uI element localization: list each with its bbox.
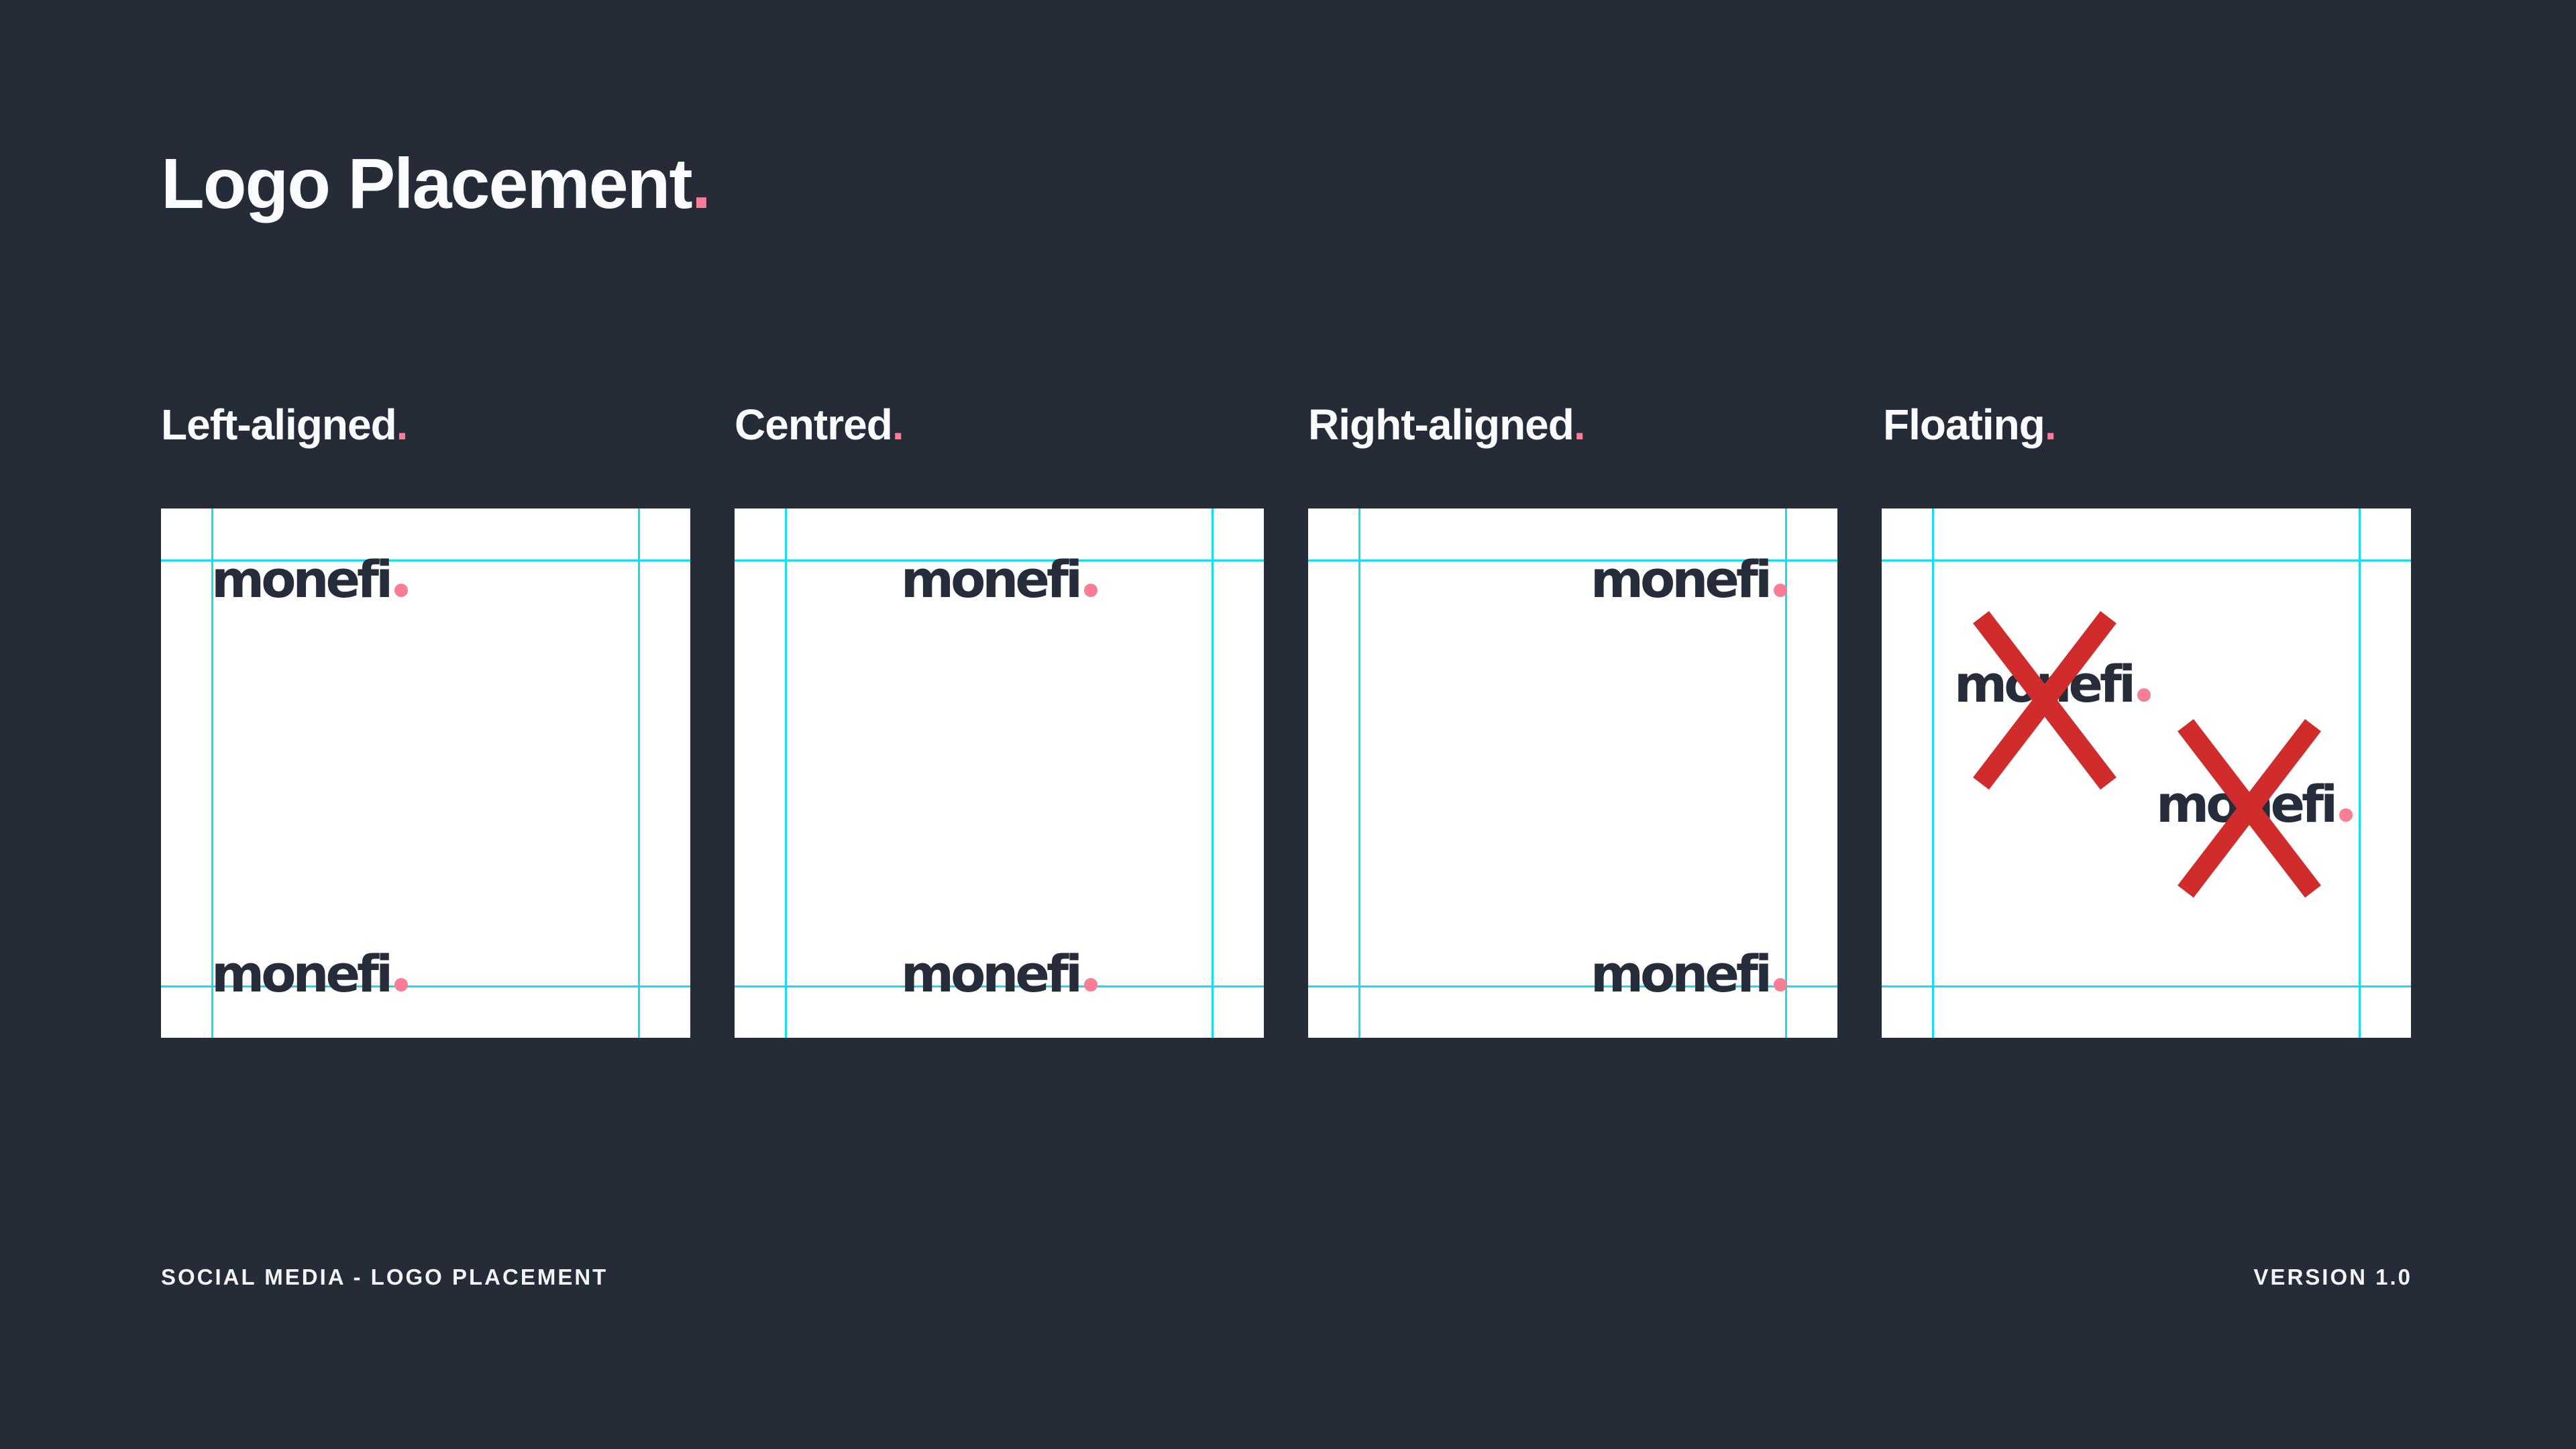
- label-right-aligned-text: Right-aligned: [1308, 400, 1574, 449]
- monefi-logo: monefi: [211, 554, 409, 605]
- label-centred-period: .: [892, 400, 904, 449]
- margin-guide-top: [161, 559, 690, 561]
- monefi-logo: monefi: [735, 949, 1264, 1000]
- page-title-period: .: [691, 144, 711, 223]
- monefi-logo-dot: [1084, 978, 1098, 991]
- monefi-logo-dot: [1774, 978, 1787, 991]
- margin-guide-bottom: [1882, 985, 2411, 987]
- page-title-text: Logo Placement: [161, 144, 693, 223]
- label-floating-period: .: [2044, 400, 2057, 449]
- monefi-logo-dot: [1774, 584, 1787, 597]
- monefi-logo-dot: [2339, 808, 2353, 822]
- margin-guide-top: [1308, 559, 1837, 561]
- label-left-aligned-text: Left-aligned: [161, 400, 397, 449]
- monefi-logo-dot: [394, 584, 409, 597]
- margin-guide-right: [2359, 508, 2361, 1038]
- monefi-logo: monefi: [1308, 949, 1787, 1000]
- red-cross-icon: [1973, 610, 2116, 790]
- margin-guide-bottom: [161, 985, 690, 987]
- label-right-aligned-period: .: [1573, 400, 1586, 449]
- margin-guide-top: [735, 559, 1264, 561]
- label-right-aligned: Right-aligned.: [1308, 400, 1586, 449]
- monefi-logo-text: monefi: [900, 944, 1083, 1004]
- margin-guide-bottom: [735, 985, 1264, 987]
- label-floating-text: Floating: [1883, 400, 2045, 449]
- margin-guide-left: [785, 508, 787, 1038]
- monefi-logo-text: monefi: [211, 944, 393, 1004]
- footer-version: VERSION 1.0: [2253, 1265, 2412, 1289]
- margin-guide-bottom: [1308, 985, 1837, 987]
- label-left-aligned: Left-aligned.: [161, 400, 409, 449]
- label-floating: Floating.: [1883, 400, 2057, 449]
- monefi-logo-dot: [2137, 688, 2151, 702]
- margin-guide-right: [638, 508, 640, 1038]
- label-centred-text: Centred: [735, 400, 893, 449]
- card-centred: monefi monefi: [735, 508, 1264, 1038]
- margin-guide-left: [1932, 508, 1934, 1038]
- card-floating: monefi monefi: [1882, 508, 2411, 1038]
- margin-guide-left: [1358, 508, 1360, 1038]
- example-cards-row: monefi monefi monefi monefi monefi monef…: [161, 508, 2411, 1038]
- margin-guide-left: [211, 508, 213, 1038]
- monefi-logo-dot: [394, 978, 409, 991]
- page-title: Logo Placement.: [161, 144, 711, 223]
- monefi-logo: monefi: [735, 554, 1264, 605]
- footer-document-name: SOCIAL MEDIA - LOGO PLACEMENT: [161, 1265, 608, 1289]
- monefi-logo-text: monefi: [1590, 549, 1772, 609]
- monefi-logo-text: monefi: [211, 549, 393, 609]
- label-centred: Centred.: [735, 403, 904, 446]
- monefi-logo-text: monefi: [900, 549, 1083, 609]
- margin-guide-top: [1882, 559, 2411, 561]
- margin-guide-right: [1212, 508, 1214, 1038]
- monefi-logo-dot: [1084, 584, 1098, 597]
- card-right-aligned: monefi monefi: [1308, 508, 1837, 1038]
- red-cross-icon: [2178, 718, 2321, 898]
- monefi-logo: monefi: [1308, 554, 1787, 605]
- monefi-logo-text: monefi: [1590, 944, 1772, 1004]
- monefi-logo: monefi: [211, 949, 409, 1000]
- label-left-aligned-period: .: [396, 400, 409, 449]
- card-left-aligned: monefi monefi: [161, 508, 690, 1038]
- margin-guide-right: [1785, 508, 1787, 1038]
